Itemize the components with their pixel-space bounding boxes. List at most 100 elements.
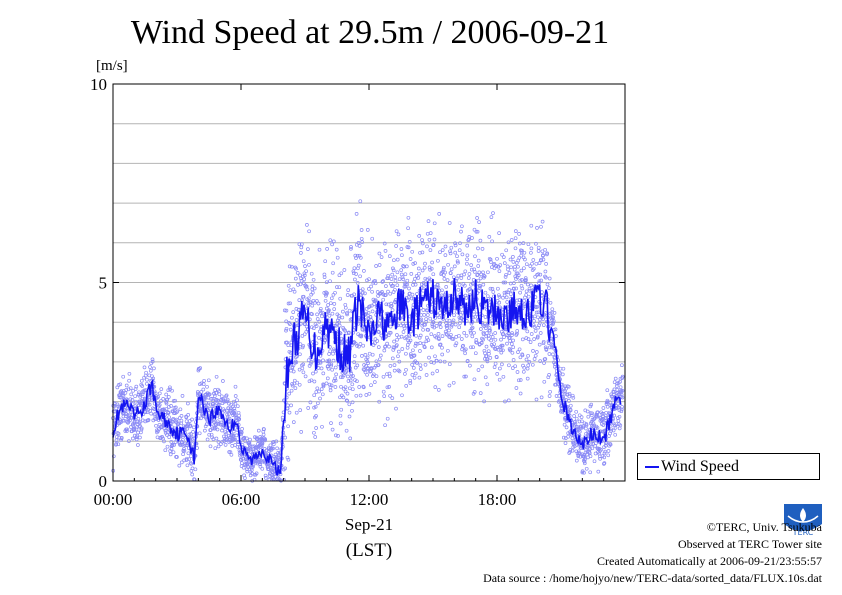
data-point bbox=[417, 375, 422, 380]
data-point bbox=[114, 406, 119, 411]
data-point bbox=[412, 375, 417, 380]
data-point bbox=[562, 422, 567, 427]
data-point bbox=[487, 351, 491, 356]
data-point bbox=[522, 250, 527, 255]
data-point bbox=[397, 359, 402, 364]
data-point bbox=[596, 469, 601, 474]
data-point bbox=[557, 398, 562, 403]
data-point bbox=[317, 389, 321, 394]
data-point bbox=[382, 394, 387, 398]
data-point bbox=[323, 335, 328, 339]
data-point bbox=[295, 380, 300, 385]
data-point bbox=[261, 432, 266, 437]
data-point bbox=[146, 407, 151, 412]
data-point bbox=[331, 292, 336, 297]
data-point bbox=[335, 255, 340, 260]
data-point bbox=[328, 279, 332, 284]
data-point bbox=[383, 344, 388, 349]
data-point bbox=[472, 267, 477, 272]
data-point bbox=[179, 418, 184, 423]
wind-speed-line bbox=[112, 278, 622, 476]
data-point bbox=[600, 412, 605, 416]
data-point bbox=[581, 424, 586, 429]
data-point bbox=[457, 333, 461, 338]
data-point bbox=[491, 290, 496, 294]
data-point bbox=[284, 319, 289, 324]
data-point bbox=[440, 352, 445, 357]
data-point bbox=[287, 410, 292, 415]
data-point bbox=[213, 388, 217, 392]
data-point bbox=[620, 388, 625, 393]
data-point bbox=[359, 333, 364, 338]
data-point bbox=[301, 259, 306, 264]
data-point bbox=[468, 363, 472, 368]
data-point bbox=[616, 418, 621, 423]
data-point bbox=[456, 273, 461, 278]
data-point bbox=[517, 232, 521, 236]
data-point bbox=[128, 418, 132, 423]
data-point bbox=[476, 278, 481, 283]
data-point bbox=[438, 321, 443, 325]
data-point bbox=[561, 435, 566, 440]
data-point bbox=[410, 373, 415, 377]
data-point bbox=[511, 358, 516, 362]
data-point bbox=[475, 340, 479, 345]
data-point bbox=[190, 417, 194, 422]
data-point bbox=[602, 461, 607, 465]
data-point bbox=[512, 287, 516, 291]
data-point bbox=[570, 448, 575, 453]
data-point bbox=[330, 242, 334, 247]
data-point bbox=[306, 296, 311, 301]
data-point bbox=[408, 378, 413, 383]
data-point bbox=[164, 392, 169, 397]
data-point bbox=[417, 271, 421, 276]
data-point bbox=[309, 378, 314, 383]
data-point bbox=[430, 260, 434, 265]
data-point bbox=[131, 436, 135, 441]
data-point bbox=[242, 435, 247, 440]
data-point bbox=[233, 443, 238, 447]
data-point bbox=[145, 377, 149, 382]
data-point bbox=[601, 414, 605, 419]
data-point bbox=[434, 358, 439, 363]
data-point bbox=[391, 268, 396, 273]
data-point bbox=[413, 371, 418, 376]
data-point bbox=[531, 258, 536, 262]
data-point bbox=[517, 347, 522, 352]
data-point bbox=[510, 350, 515, 355]
data-point bbox=[428, 316, 433, 321]
data-point bbox=[293, 276, 298, 281]
data-point bbox=[529, 250, 533, 255]
data-point bbox=[348, 436, 353, 441]
data-point bbox=[570, 393, 575, 398]
data-point bbox=[189, 439, 194, 444]
data-point bbox=[360, 327, 365, 332]
terc-logo-icon: TERC bbox=[784, 504, 822, 537]
data-point bbox=[551, 319, 556, 323]
data-point bbox=[543, 247, 547, 252]
data-point bbox=[352, 360, 357, 365]
data-point bbox=[476, 258, 481, 263]
data-point bbox=[312, 393, 317, 398]
data-point bbox=[486, 270, 490, 275]
data-point bbox=[433, 385, 438, 389]
data-point bbox=[392, 368, 397, 373]
data-point bbox=[271, 446, 275, 451]
data-point bbox=[442, 359, 447, 364]
data-point bbox=[517, 255, 522, 260]
data-point bbox=[429, 266, 434, 271]
data-point bbox=[202, 378, 206, 383]
data-point bbox=[396, 232, 401, 237]
data-point bbox=[317, 336, 321, 340]
data-point bbox=[477, 289, 481, 293]
data-point bbox=[157, 391, 162, 396]
data-point bbox=[130, 398, 135, 402]
data-point bbox=[300, 366, 305, 371]
data-point bbox=[334, 433, 338, 438]
data-point bbox=[406, 298, 410, 303]
data-point bbox=[373, 281, 378, 286]
data-point bbox=[342, 327, 346, 332]
data-point bbox=[333, 378, 338, 383]
data-point bbox=[275, 446, 279, 451]
data-point bbox=[377, 399, 382, 404]
